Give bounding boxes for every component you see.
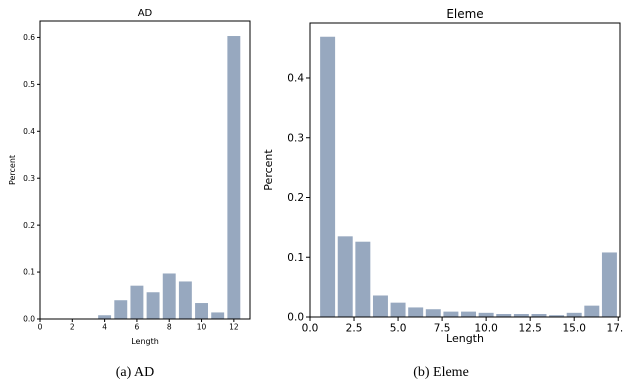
chart-eleme-bar — [566, 312, 582, 317]
chart-eleme-y-tick-label: 0.2 — [287, 192, 304, 204]
chart-ad-ylabel: Percent — [8, 155, 17, 185]
chart-eleme-y-tick-label: 0.4 — [287, 73, 304, 85]
chart-ad-y-tick-label: 0.4 — [23, 127, 35, 136]
chart-ad-y-tick-label: 0.3 — [23, 174, 35, 183]
chart-ad-y-tick-label: 0.5 — [23, 80, 35, 89]
chart-ad-bar — [98, 315, 112, 319]
chart-ad-bar — [211, 312, 225, 319]
chart-eleme-x-tick-label: 0.0 — [302, 323, 319, 335]
chart-eleme-bar — [408, 307, 424, 317]
chart-eleme-bar — [320, 36, 336, 318]
chart-eleme-bar — [549, 315, 565, 317]
chart-ad-x-tick-label: 8 — [167, 323, 172, 332]
chart-eleme-bar — [461, 311, 477, 317]
chart-eleme-x-tick-label: 17.5 — [607, 323, 624, 335]
chart-ad-y-tick-label: 0.6 — [23, 33, 35, 42]
chart-eleme-x-tick-label: 5.0 — [390, 323, 407, 335]
chart-eleme-x-tick-label: 15.0 — [563, 323, 586, 335]
chart-eleme-y-tick-label: 0.0 — [287, 312, 304, 324]
chart-eleme-bar — [337, 236, 353, 317]
chart-ad-x-tick-label: 6 — [135, 323, 140, 332]
chart-ad-xlabel: Length — [131, 337, 159, 346]
chart-eleme-xlabel: Length — [446, 332, 484, 345]
chart-eleme-y-tick-label: 0.3 — [287, 132, 304, 144]
chart-ad-x-tick-label: 12 — [229, 323, 239, 332]
chart-ad-bar — [195, 303, 208, 319]
chart-eleme: Eleme 0.0 2.5 5.0 7.5 10.0 12.5 15.0 17.5 0.0 0.… — [262, 7, 624, 380]
chart-eleme-x-tick-label: 2.5 — [346, 323, 363, 335]
chart-ad-caption: (a) AD — [116, 365, 155, 380]
chart-ad-bar — [130, 285, 144, 319]
chart-eleme-bar — [601, 252, 617, 317]
chart-ad-bar — [178, 281, 192, 319]
chart-eleme-bar — [372, 295, 388, 317]
chart-eleme-bar — [355, 241, 371, 317]
chart-eleme-bar — [496, 314, 512, 317]
chart-ad-x-tick-label: 0 — [38, 323, 43, 332]
chart-ad-y-tick-label: 0.0 — [23, 315, 35, 324]
chart-eleme-bar — [531, 314, 547, 317]
chart-ad-x-tick-label: 2 — [70, 323, 75, 332]
chart-eleme-bar — [390, 302, 406, 317]
chart-eleme-ylabel: Percent — [262, 149, 275, 191]
chart-ad-bar — [146, 292, 160, 319]
chart-ad-x-tick-label: 4 — [102, 323, 107, 332]
chart-ad-title: AD — [138, 8, 153, 19]
chart-ad-bar — [227, 36, 241, 320]
chart-eleme-bar — [584, 305, 600, 317]
chart-eleme-caption: (b) Eleme — [413, 365, 469, 380]
chart-eleme-bar — [443, 311, 459, 317]
chart-eleme-bar — [425, 309, 441, 317]
chart-eleme-x-tick-label: 12.5 — [518, 323, 541, 335]
chart-eleme-x-tick-label: 10.0 — [474, 323, 497, 335]
chart-eleme-x-tick-label: 7.5 — [434, 323, 451, 335]
chart-ad-bar — [162, 273, 176, 319]
chart-ad-plot-frame — [39, 20, 251, 320]
chart-eleme-y-tick-label: 0.1 — [287, 252, 304, 264]
chart-eleme-plot-frame — [309, 22, 621, 318]
chart-ad-y-tick-label: 0.2 — [23, 221, 35, 230]
chart-ad-y-tick-label: 0.1 — [23, 268, 35, 277]
chart-ad-bar — [114, 300, 128, 319]
chart-ad-x-tick-label: 10 — [197, 323, 207, 332]
chart-eleme-bar — [478, 312, 494, 317]
chart-eleme-title: Eleme — [446, 7, 483, 21]
chart-eleme-bar — [513, 314, 529, 317]
chart-ad: AD 0 2 4 6 8 10 12 0.0 0.1 0.2 0.3 0.4 0.5 0.6 Lengt… — [8, 8, 251, 380]
